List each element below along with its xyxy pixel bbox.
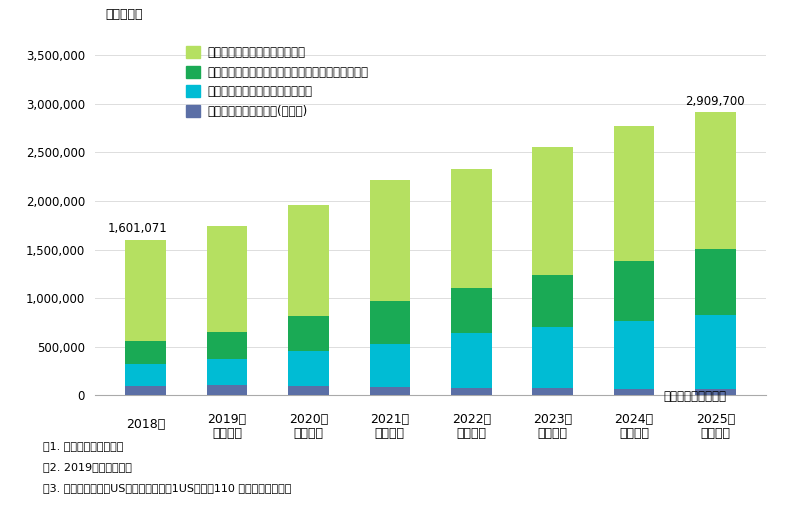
Text: 2023年: 2023年 <box>533 413 572 426</box>
Bar <box>451 169 491 288</box>
Bar <box>288 316 329 351</box>
Text: （予測）: （予測） <box>538 426 568 440</box>
Bar <box>207 359 247 385</box>
Bar <box>207 226 247 332</box>
Text: 注1. 事業者売上高ベース: 注1. 事業者売上高ベース <box>43 441 124 451</box>
Bar <box>695 389 735 395</box>
Bar <box>451 288 491 333</box>
Bar <box>370 301 410 344</box>
Bar <box>370 387 410 395</box>
Bar <box>207 332 247 359</box>
Bar <box>126 240 166 341</box>
Bar <box>532 148 573 275</box>
Bar <box>695 249 735 315</box>
Bar <box>695 113 735 249</box>
Bar <box>288 205 329 316</box>
Text: 2019年: 2019年 <box>208 413 246 426</box>
Bar <box>695 315 735 389</box>
Bar <box>451 333 491 388</box>
Bar <box>451 388 491 395</box>
Bar <box>614 126 654 261</box>
Text: 1,601,071: 1,601,071 <box>107 222 167 235</box>
Text: 2025年: 2025年 <box>696 413 735 426</box>
Bar <box>126 386 166 395</box>
Legend: ミリタリードローン（軍需用）, ドローンサービス（機体を活用した商用サービス）, コマーシャルドローン（産業用）, コンスーマードローン(個人用): ミリタリードローン（軍需用）, ドローンサービス（機体を活用した商用サービス）,… <box>181 42 373 123</box>
Text: 矢野経済研究所調べ: 矢野経済研究所調べ <box>664 390 727 404</box>
Text: 2,909,700: 2,909,700 <box>686 95 745 108</box>
Bar <box>532 275 573 327</box>
Text: 注3. 世界市場規模はUSドルで算出し、1USドル＝110 円で日本円に換算: 注3. 世界市場規模はUSドルで算出し、1USドル＝110 円で日本円に換算 <box>43 483 292 493</box>
Bar <box>370 180 410 301</box>
Bar <box>614 389 654 395</box>
Text: （予測）: （予測） <box>701 426 731 440</box>
Bar <box>207 385 247 395</box>
Text: 2022年: 2022年 <box>452 413 491 426</box>
Text: 2021年: 2021年 <box>371 413 409 426</box>
Text: （予測）: （予測） <box>293 426 323 440</box>
Text: （予測）: （予測） <box>619 426 649 440</box>
Bar <box>614 320 654 389</box>
Bar <box>532 388 573 395</box>
Bar <box>370 344 410 387</box>
Text: 2020年: 2020年 <box>289 413 328 426</box>
Text: 2018年: 2018年 <box>126 418 165 431</box>
Bar <box>532 327 573 388</box>
Text: 2024年: 2024年 <box>615 413 653 426</box>
Text: 注2. 2019年以降予測値: 注2. 2019年以降予測値 <box>43 462 132 472</box>
Bar <box>288 386 329 395</box>
Bar <box>126 341 166 365</box>
Text: （予測）: （予測） <box>374 426 404 440</box>
Bar <box>614 261 654 320</box>
Bar <box>126 365 166 386</box>
Text: （百万円）: （百万円） <box>105 8 142 21</box>
Bar <box>288 351 329 386</box>
Text: （予測）: （予測） <box>212 426 242 440</box>
Text: （予測）: （予測） <box>457 426 487 440</box>
